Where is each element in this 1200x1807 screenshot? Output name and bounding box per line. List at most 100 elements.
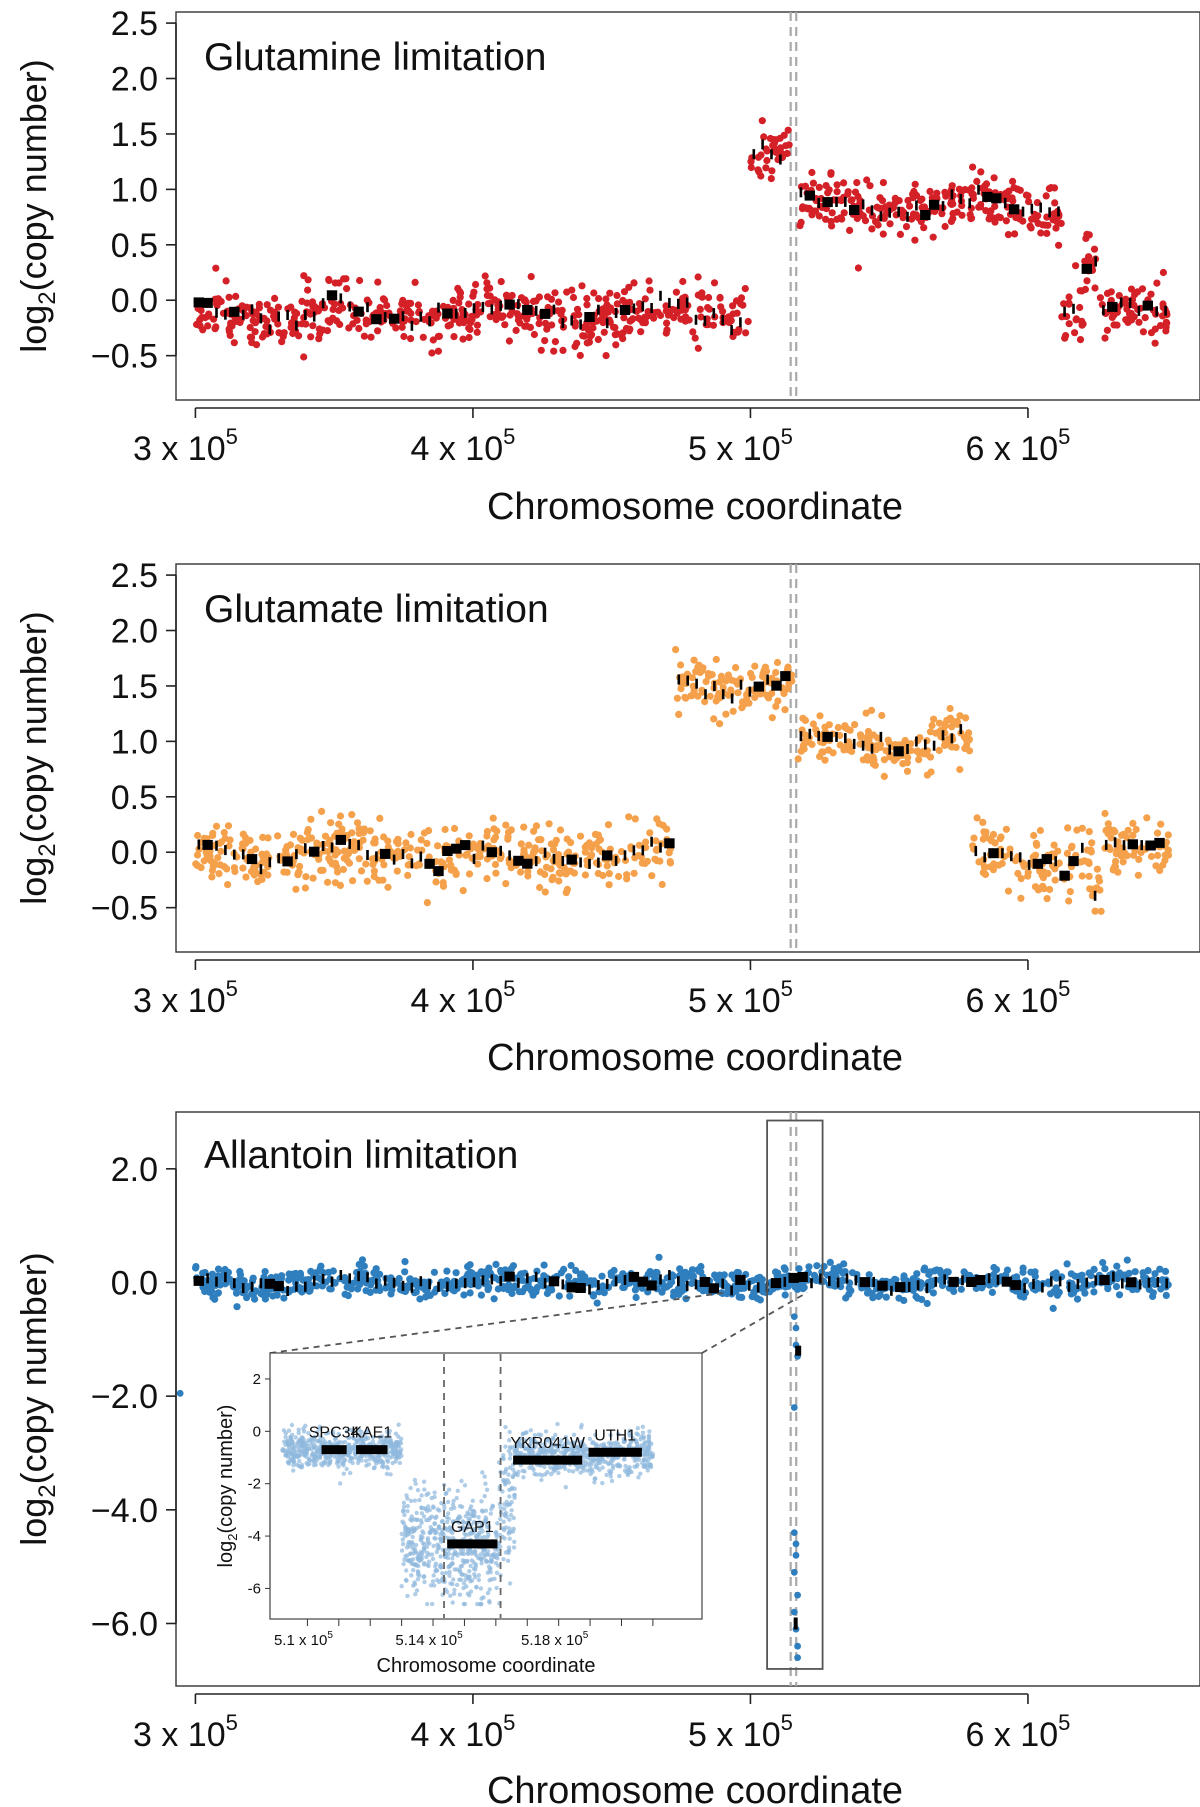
data-point <box>1113 846 1121 854</box>
data-point <box>398 323 406 331</box>
data-point <box>936 1266 944 1275</box>
data-point <box>1101 334 1109 342</box>
inset-point <box>436 1544 441 1549</box>
data-point <box>1103 326 1111 334</box>
data-point <box>226 331 234 339</box>
segment-bar <box>870 205 874 216</box>
segment-bar <box>566 1282 577 1293</box>
data-point <box>501 321 509 329</box>
inset-point <box>479 1508 485 1513</box>
inset-point <box>420 1540 425 1546</box>
segment-bar <box>646 1280 657 1291</box>
data-point <box>603 862 611 870</box>
data-point <box>706 692 714 700</box>
y-tick-label: 1.5 <box>111 116 158 154</box>
data-point <box>591 830 600 839</box>
inset-point <box>646 1433 652 1439</box>
data-point <box>316 1265 324 1273</box>
data-point <box>920 224 928 232</box>
inset-point <box>545 1469 550 1475</box>
segment-bar <box>685 1280 689 1291</box>
data-point <box>511 1282 519 1290</box>
segment-bar <box>888 744 891 755</box>
data-point <box>360 1275 368 1283</box>
data-point <box>251 1295 259 1303</box>
data-point <box>360 1262 368 1270</box>
data-point <box>840 209 848 217</box>
segment-bars <box>193 1270 1168 1630</box>
data-point <box>370 867 378 875</box>
segment-bar <box>780 671 791 682</box>
inset-point <box>419 1493 424 1498</box>
data-point <box>911 236 919 244</box>
segment-bar <box>277 853 280 864</box>
data-point <box>688 1266 697 1274</box>
data-point <box>1046 885 1054 894</box>
segment-bar <box>879 211 883 222</box>
inset-x-axis: 5.1 x 105 5.14 x 105 5.18 x 105 <box>274 1619 654 1649</box>
data-point <box>1044 869 1052 878</box>
segment-bar <box>295 1281 298 1292</box>
inset-point <box>482 1493 487 1499</box>
segment-bar <box>490 304 494 315</box>
data-point <box>1085 828 1093 836</box>
segment-bar <box>1018 852 1022 863</box>
inset-point <box>458 1577 464 1583</box>
data-point <box>1060 300 1068 308</box>
inset-point <box>450 1502 456 1507</box>
inset-point <box>494 1534 499 1540</box>
data-point <box>838 1276 847 1284</box>
data-point <box>1090 1288 1098 1296</box>
inset-point <box>364 1463 369 1468</box>
data-point <box>669 305 677 314</box>
inset-point <box>548 1465 553 1470</box>
segment-bar <box>513 855 524 866</box>
inset-y-tick-label: -6 <box>248 1580 261 1597</box>
inset-point <box>412 1582 418 1587</box>
data-point <box>376 814 384 823</box>
inset-point <box>562 1451 567 1457</box>
data-point <box>773 658 782 667</box>
data-point <box>565 1273 573 1281</box>
data-point <box>305 1287 313 1295</box>
data-point <box>1040 885 1048 893</box>
data-point <box>1158 1276 1166 1284</box>
inset-point <box>425 1536 431 1541</box>
data-point <box>630 279 638 287</box>
data-point <box>540 1261 548 1269</box>
segment-bar <box>948 1276 959 1287</box>
data-point <box>970 834 978 842</box>
inset-point <box>495 1556 500 1561</box>
data-point <box>781 1291 789 1299</box>
data-point <box>426 1291 434 1299</box>
data-point <box>1129 1286 1137 1294</box>
panel-title: Glutamine limitation <box>204 36 546 79</box>
data-point <box>309 322 317 330</box>
y-tick-label: 0.0 <box>111 1264 158 1302</box>
data-point <box>1099 1259 1107 1267</box>
data-point <box>663 319 671 327</box>
data-point <box>662 307 670 315</box>
data-point <box>349 320 357 328</box>
data-point <box>1115 292 1123 300</box>
data-point <box>734 1269 743 1277</box>
data-point <box>483 832 491 840</box>
data-point <box>486 313 494 321</box>
inset-point <box>415 1577 421 1582</box>
segment-bar <box>246 854 258 865</box>
data-point <box>215 870 223 878</box>
data-point <box>595 295 603 303</box>
segment-bars <box>197 671 1165 901</box>
data-point <box>463 850 471 858</box>
inset-point <box>417 1497 422 1503</box>
data-point <box>263 850 271 858</box>
data-point <box>996 835 1004 843</box>
segment-bar <box>1147 1277 1151 1288</box>
data-point <box>952 743 960 752</box>
data-point <box>263 317 271 325</box>
inset-point <box>400 1537 405 1542</box>
data-point <box>502 880 510 888</box>
inset-point <box>492 1551 497 1557</box>
data-point <box>842 1294 850 1302</box>
data-point <box>1119 858 1127 866</box>
